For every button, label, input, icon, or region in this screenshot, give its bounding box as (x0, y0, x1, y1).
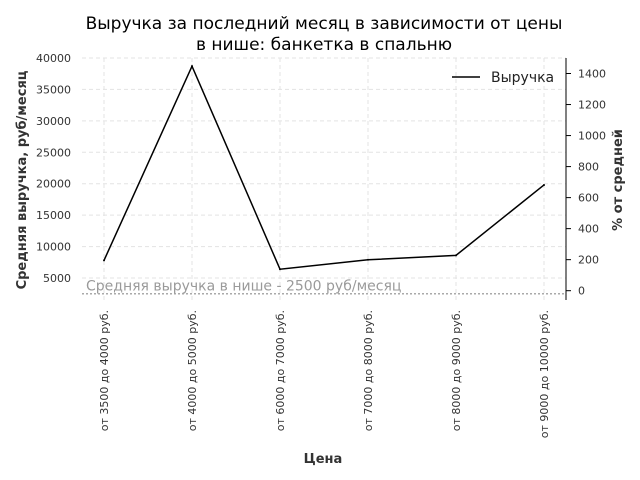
y-axis-ticks: 5000 10000 15000 20000 25000 30000 35000 40000 (36, 52, 71, 285)
y2-tick-label-4: 800 (578, 161, 599, 174)
y-tick-label-3: 20000 (36, 178, 71, 191)
y-tick-label-1: 10000 (36, 241, 71, 254)
data-point-0-1 (191, 65, 193, 68)
y-tick-label-6: 35000 (36, 83, 71, 96)
y2-tick-label-1: 200 (578, 254, 599, 267)
grid (82, 57, 566, 300)
x-tick-label-3: от 7000 до 8000 руб. (362, 310, 375, 431)
y2-axis-label: % от средней (611, 129, 626, 231)
y-axis-label: Средняя выручка, руб/месяц (15, 70, 30, 289)
y-tick-label-5: 30000 (36, 115, 71, 128)
x-tick-label-4: от 8000 до 9000 руб. (450, 310, 463, 431)
y2-tick-label-0: 0 (578, 285, 585, 298)
y-tick-label-0: 5000 (43, 272, 71, 285)
series-lines (103, 64, 545, 271)
series-line-0 (103, 64, 545, 271)
x-tick-label-5: от 9000 до 10000 руб. (538, 310, 551, 438)
chart-title-line-1: Выручка за последний месяц в зависимости… (86, 14, 563, 34)
y-tick-label-4: 25000 (36, 146, 71, 159)
data-point-0-0 (103, 259, 105, 262)
data-point-0-3 (367, 258, 369, 261)
x-axis-label: Цена (304, 452, 343, 467)
y-tick-label-2: 15000 (36, 209, 71, 222)
legend: Выручка (452, 70, 554, 86)
x-tick-label-1: от 4000 до 5000 руб. (186, 310, 199, 431)
y2-tick-label-7: 1400 (578, 68, 606, 81)
y-tick-label-7: 40000 (36, 52, 71, 65)
y2-tick-label-6: 1200 (578, 99, 606, 112)
reference-line-group: Средняя выручка в нише - 2500 руб/месяц (82, 279, 566, 295)
y2-tick-label-5: 1000 (578, 130, 606, 143)
x-axis-ticks: от 3500 до 4000 руб. от 4000 до 5000 руб.… (98, 310, 551, 438)
chart-title: Выручка за последний месяц в зависимости… (86, 14, 563, 55)
data-point-0-2 (279, 268, 281, 271)
x-tick-label-0: от 3500 до 4000 руб. (98, 310, 111, 431)
y2-tick-label-3: 600 (578, 192, 599, 205)
legend-label-0: Выручка (491, 70, 554, 86)
y2-tick-label-2: 400 (578, 223, 599, 236)
data-point-0-4 (455, 254, 457, 257)
reference-line-label: Средняя выручка в нише - 2500 руб/месяц (86, 279, 401, 295)
y2-axis-ticks: 0 200 400 600 800 1000 1200 1400 (566, 68, 606, 298)
x-tick-label-2: от 6000 до 7000 руб. (274, 310, 287, 431)
chart-title-line-2: в нише: банкетка в спальню (196, 35, 452, 55)
data-point-0-5 (543, 183, 545, 186)
